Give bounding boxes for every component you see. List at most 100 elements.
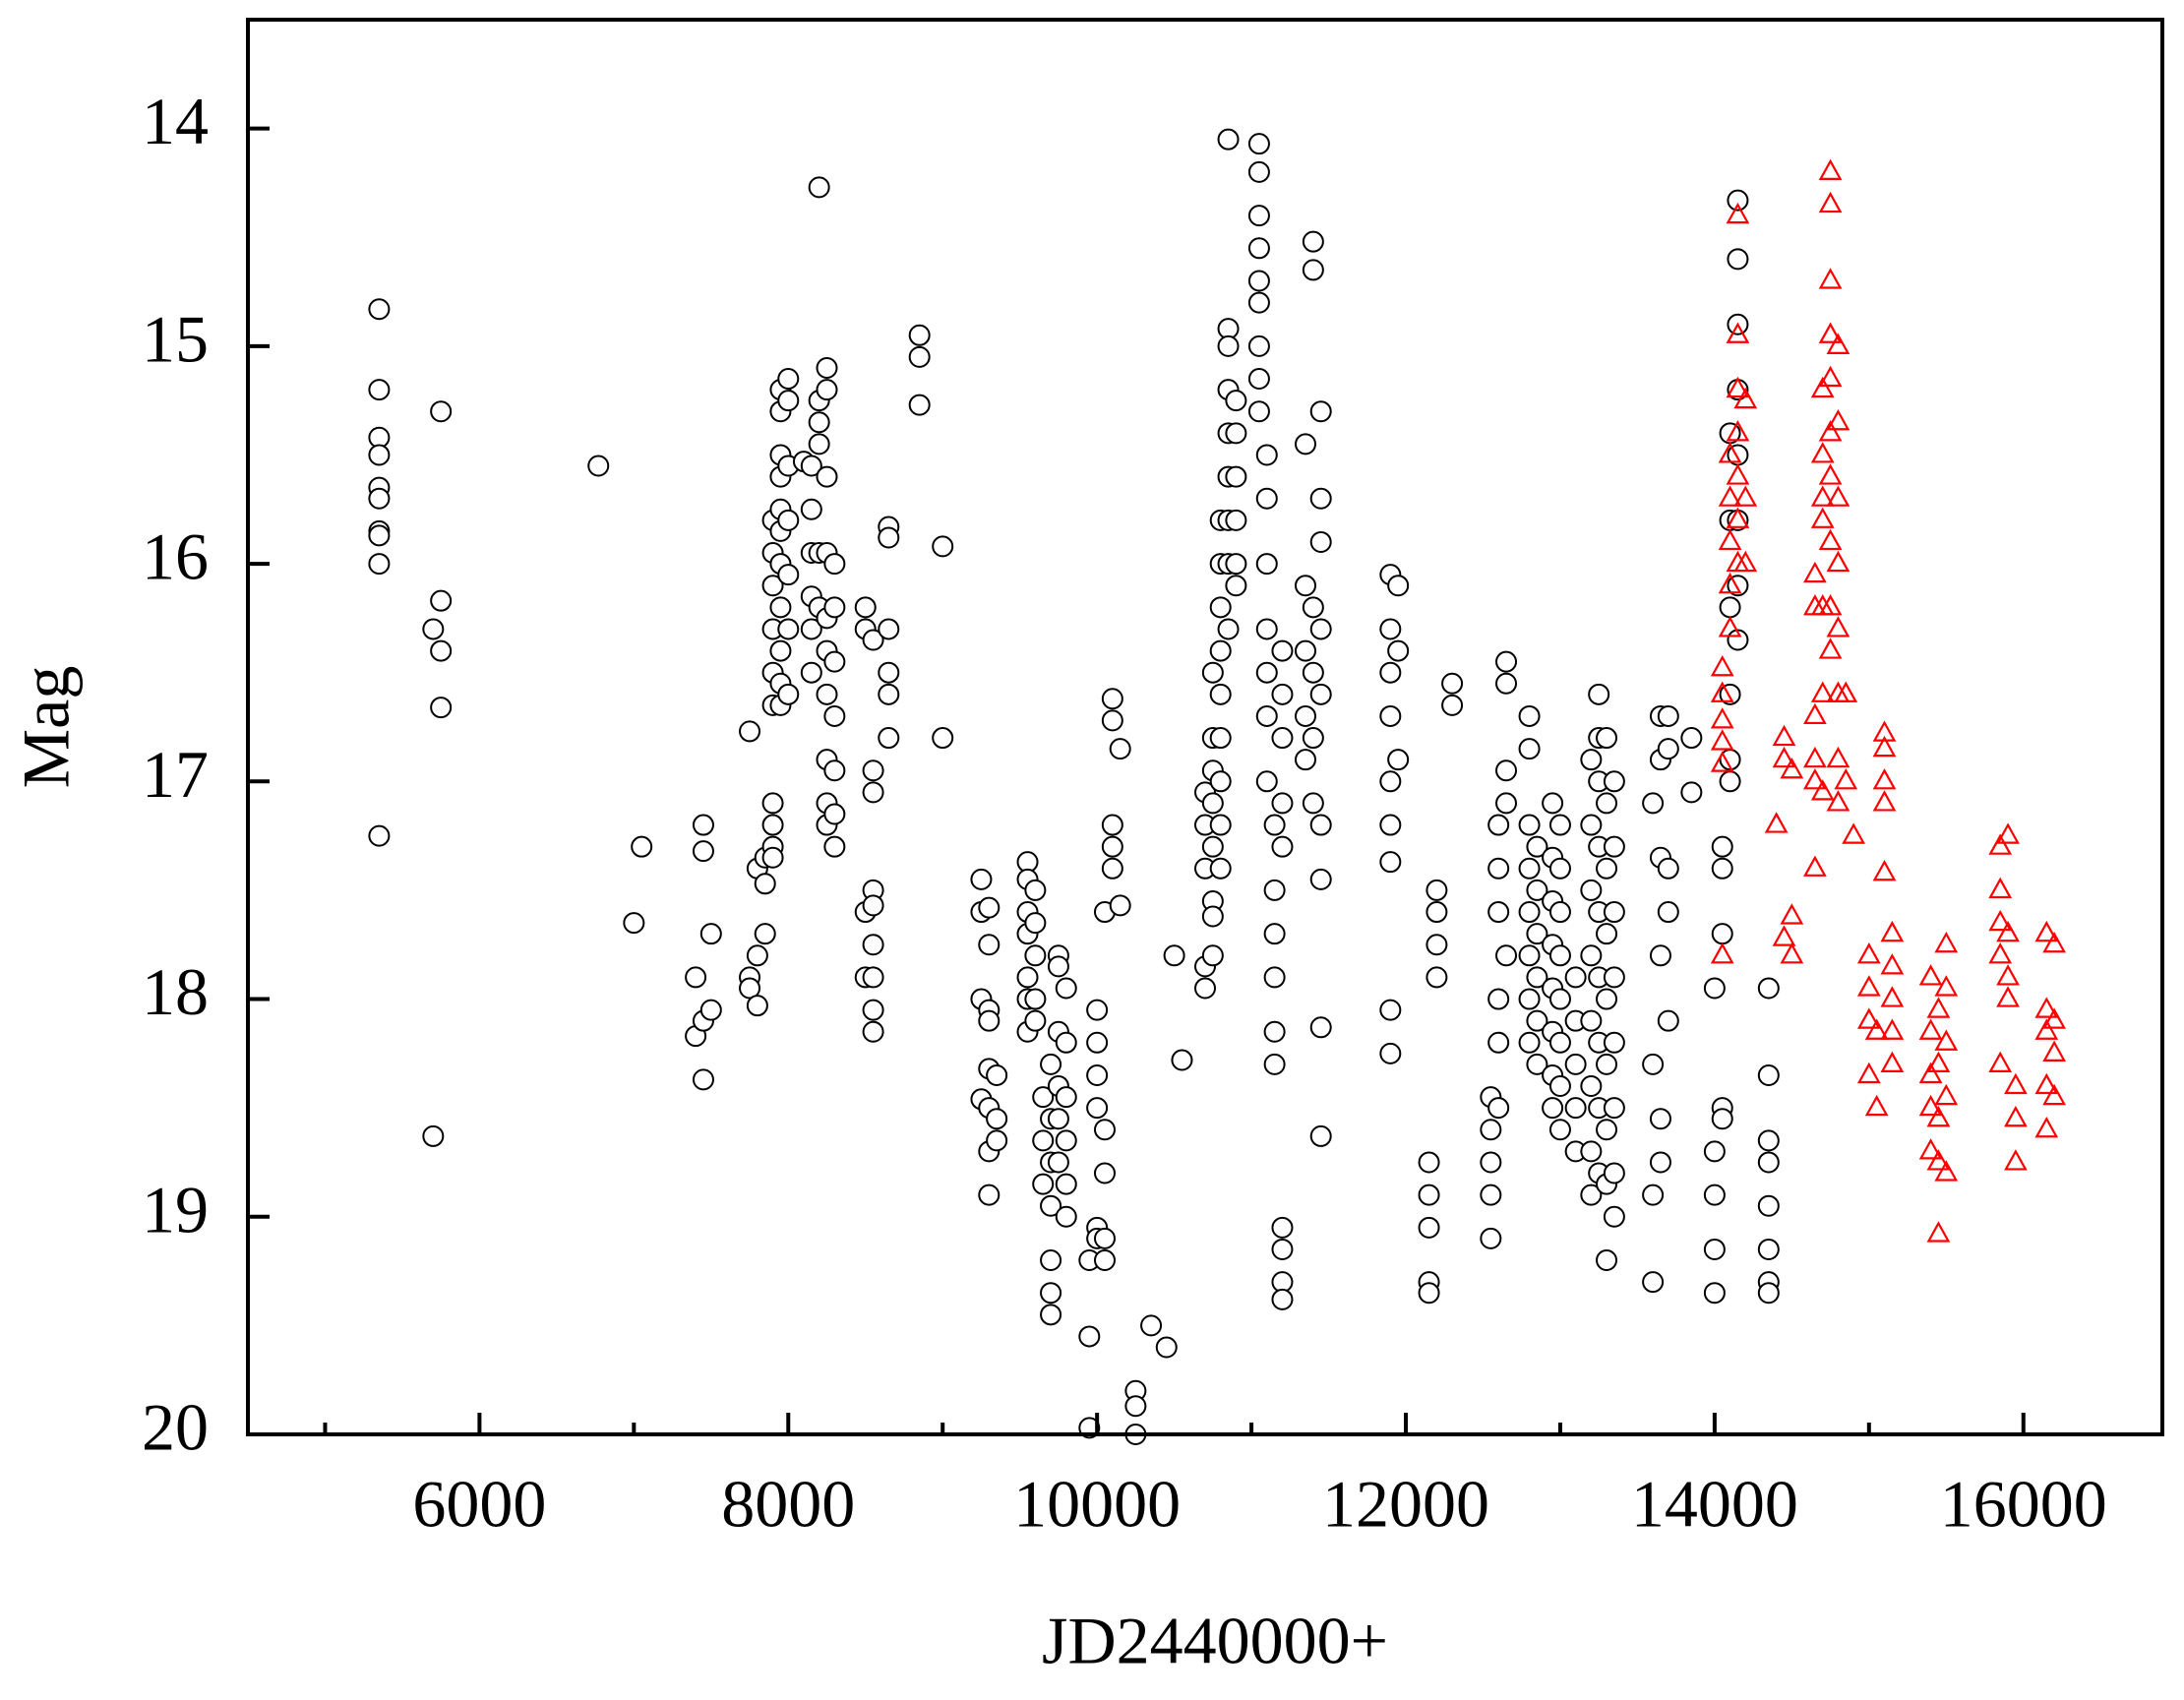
point	[692, 840, 714, 863]
point	[692, 1068, 714, 1091]
point	[1818, 638, 1843, 659]
point	[1024, 912, 1047, 935]
point	[1772, 925, 1796, 946]
point	[800, 661, 822, 684]
point	[1757, 1151, 1780, 1174]
point	[1302, 727, 1324, 750]
point	[1024, 1009, 1047, 1032]
point	[1101, 709, 1123, 732]
point	[430, 639, 453, 662]
point	[1872, 720, 1897, 742]
point	[1842, 822, 1865, 844]
point	[1711, 923, 1733, 945]
point	[1726, 202, 1750, 224]
point	[1603, 1162, 1625, 1184]
x-tick-label: 12000	[1322, 1467, 1489, 1542]
point	[1703, 1140, 1726, 1163]
point	[1596, 923, 1618, 945]
point	[1040, 1249, 1062, 1272]
point	[1309, 618, 1332, 640]
point	[1596, 1119, 1618, 1141]
point	[1719, 770, 1741, 793]
point	[1309, 814, 1332, 836]
point	[1803, 768, 1827, 790]
point	[422, 1124, 445, 1147]
point	[1209, 639, 1232, 662]
point	[823, 759, 846, 782]
point	[1171, 1049, 1193, 1071]
point	[685, 966, 707, 989]
point	[1526, 879, 1548, 901]
point	[1271, 1238, 1294, 1260]
point	[1757, 1129, 1780, 1152]
point	[1426, 934, 1448, 956]
point	[1201, 944, 1224, 967]
point	[1217, 618, 1240, 640]
point	[1596, 988, 1618, 1010]
point	[1124, 1395, 1147, 1418]
point	[1810, 442, 1835, 463]
x-tick-label: 6000	[412, 1467, 546, 1542]
point	[1201, 661, 1224, 684]
point	[1255, 487, 1278, 510]
point	[1247, 368, 1270, 391]
point	[1710, 942, 1734, 964]
point	[1588, 683, 1610, 705]
point	[1726, 463, 1750, 485]
point	[1487, 901, 1510, 924]
point	[1309, 487, 1332, 510]
point	[1872, 768, 1897, 790]
point	[862, 1020, 884, 1043]
point	[1271, 792, 1294, 815]
point	[2034, 1018, 2059, 1040]
point	[1657, 704, 1679, 727]
point	[1810, 376, 1835, 398]
point	[1309, 530, 1332, 553]
point	[1055, 1129, 1077, 1152]
point	[761, 575, 784, 597]
point	[1263, 879, 1286, 901]
point	[368, 487, 391, 510]
point	[1518, 738, 1541, 760]
point	[1271, 727, 1294, 750]
point	[1487, 857, 1510, 880]
point	[1518, 1031, 1541, 1054]
point	[761, 846, 784, 869]
point	[1803, 855, 1827, 877]
point	[1024, 944, 1047, 967]
point	[978, 896, 1001, 919]
point	[1495, 672, 1518, 695]
point	[1032, 1129, 1055, 1152]
point	[1880, 920, 1905, 942]
point	[1101, 688, 1123, 710]
point	[1441, 672, 1464, 695]
y-tick-label: 15	[142, 301, 209, 376]
point	[1518, 901, 1541, 924]
point	[1657, 1009, 1679, 1032]
point	[430, 589, 453, 612]
point	[1040, 1282, 1062, 1305]
point	[1263, 923, 1286, 945]
point	[862, 894, 884, 917]
point	[800, 455, 822, 477]
point	[777, 390, 800, 412]
point	[1649, 944, 1671, 967]
point	[1718, 528, 1742, 551]
point	[1426, 966, 1448, 989]
point	[1703, 977, 1726, 1000]
point	[1826, 616, 1850, 638]
point	[908, 394, 931, 416]
point	[1580, 1184, 1603, 1206]
point	[978, 1009, 1001, 1032]
point	[1247, 270, 1270, 292]
point	[1379, 704, 1402, 727]
point	[1926, 1221, 1951, 1243]
point	[1548, 1075, 1571, 1098]
point	[1580, 749, 1603, 771]
point	[1518, 988, 1541, 1010]
point	[1926, 1105, 1951, 1127]
point	[1480, 1151, 1502, 1174]
point	[1309, 868, 1332, 890]
point	[1024, 879, 1047, 901]
point	[1580, 944, 1603, 967]
